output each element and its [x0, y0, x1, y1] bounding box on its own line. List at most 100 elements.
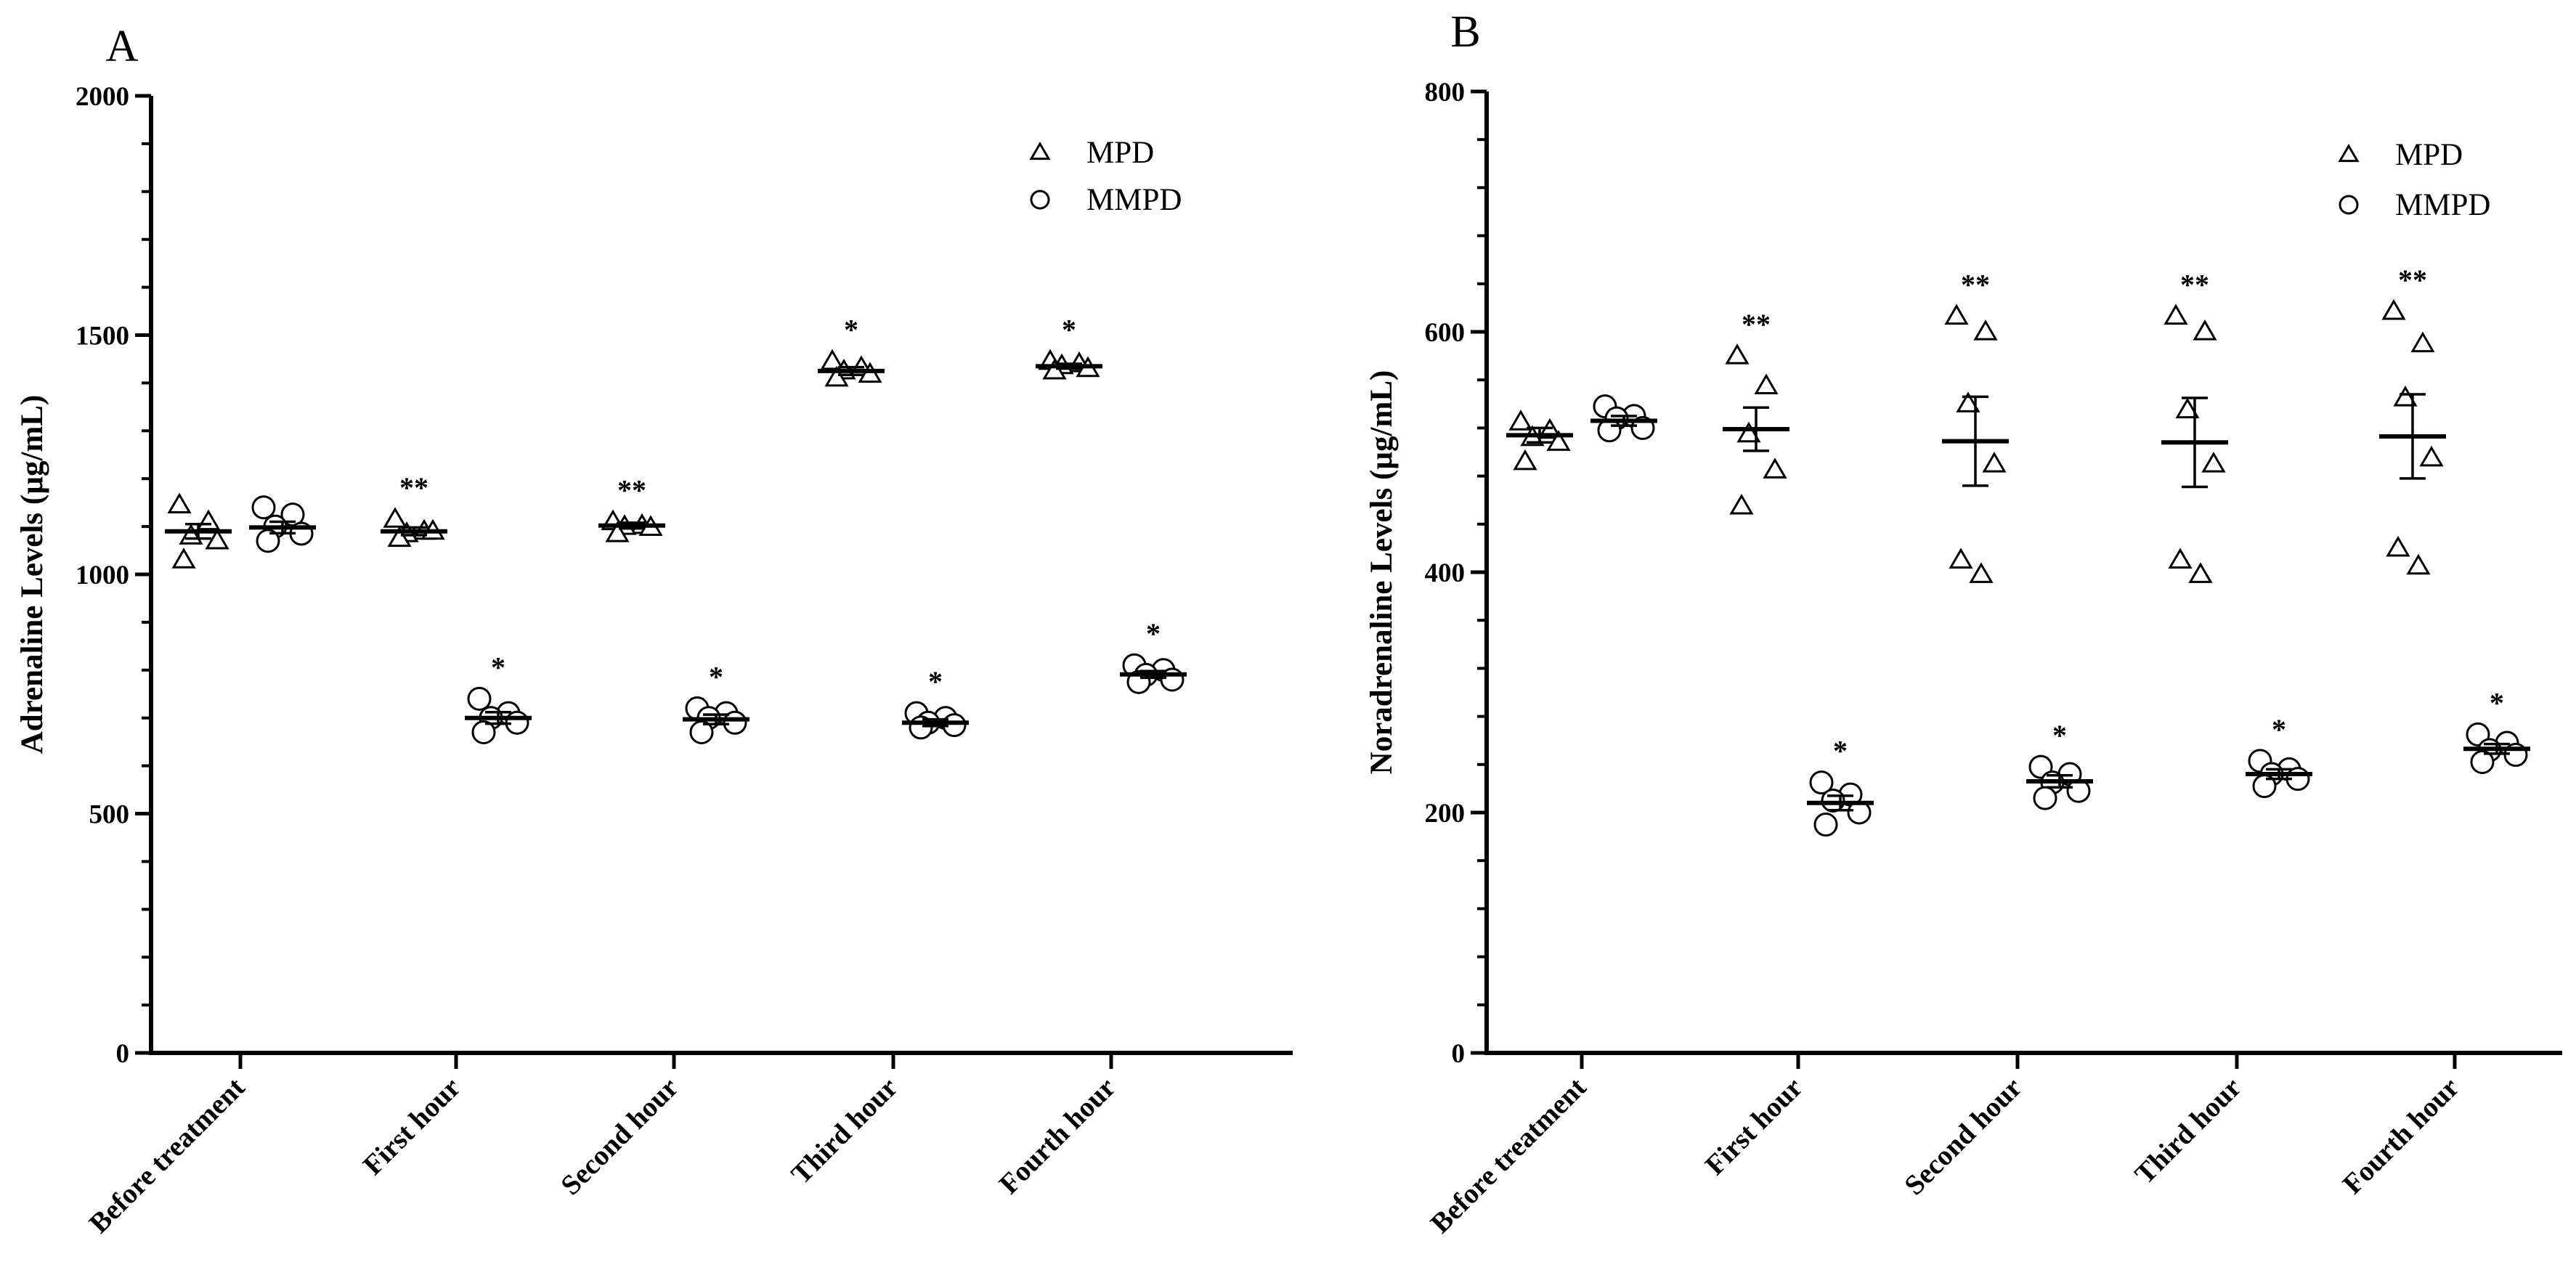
data-point-triangle: [205, 528, 229, 550]
data-point-triangle: [2406, 553, 2431, 575]
x-category-label: Before treatment: [84, 1072, 251, 1240]
legend-marker-circle: [1030, 190, 1050, 210]
mpd-group: *: [818, 314, 885, 387]
data-point-triangle: [2175, 397, 2200, 419]
legend-label: MPD: [2395, 138, 2463, 172]
panel-letter: B: [1450, 7, 1480, 57]
significance-marker: **: [1742, 308, 1771, 341]
mpd-group: **: [381, 471, 447, 548]
data-point-circle: [471, 720, 496, 744]
y-tick-label: 1500: [76, 322, 129, 351]
data-point-triangle: [2419, 445, 2444, 467]
data-point-circle: [251, 495, 276, 520]
data-point-triangle: [1982, 452, 2007, 473]
significance-marker: **: [617, 474, 646, 507]
y-tick-label: 200: [1425, 799, 1466, 829]
significance-marker: **: [2180, 268, 2209, 301]
mpd-group: **: [2161, 268, 2228, 583]
data-point-triangle: [1513, 449, 1537, 471]
data-point-triangle: [1944, 304, 1969, 325]
data-point-triangle: [2410, 331, 2435, 353]
data-point-triangle: [383, 507, 407, 528]
data-point-triangle: [167, 492, 192, 514]
y-tick-label: 1000: [76, 561, 129, 590]
legend-entry: MMPD: [2339, 188, 2490, 222]
x-category-label: First hour: [1699, 1072, 1809, 1181]
significance-marker: *: [709, 661, 723, 693]
y-tick-label: 2000: [76, 82, 129, 112]
x-category-label: Third hour: [2129, 1072, 2247, 1190]
x-category-label: Second hour: [1898, 1072, 2028, 1201]
mmpd-group: *: [465, 651, 532, 744]
data-point-triangle: [2188, 562, 2213, 583]
y-axis-title: Noradrenaline Levels (µg/mL): [1365, 370, 1399, 775]
data-point-circle: [1809, 770, 1834, 795]
data-point-triangle: [1754, 373, 1779, 395]
mmpd-group: *: [2246, 713, 2312, 799]
mmpd-group: [249, 495, 316, 553]
data-point-circle: [2033, 786, 2057, 810]
mpd-group: **: [1942, 268, 2009, 583]
data-point-triangle: [2381, 298, 2406, 320]
mmpd-group: [1590, 394, 1657, 443]
significance-marker: *: [2052, 719, 2067, 752]
legend-entry: MPD: [2338, 138, 2463, 172]
y-tick-label: 400: [1425, 558, 1466, 588]
data-point-triangle: [196, 509, 221, 531]
legend-marker-triangle: [1029, 142, 1051, 160]
data-point-triangle: [824, 365, 849, 387]
data-point-triangle: [2393, 386, 2418, 407]
data-point-triangle: [2168, 548, 2193, 569]
data-point-triangle: [2386, 535, 2410, 557]
data-point-triangle: [820, 349, 845, 370]
y-tick-label: 500: [89, 800, 130, 830]
mpd-group: [165, 492, 232, 569]
data-point-triangle: [387, 526, 412, 548]
significance-marker: **: [2398, 264, 2427, 296]
data-point-circle: [467, 686, 492, 711]
significance-marker: *: [928, 665, 943, 698]
significance-marker: *: [491, 651, 505, 683]
x-category-label: First hour: [357, 1072, 467, 1181]
panel-letter: A: [106, 22, 139, 71]
data-point-triangle: [1949, 548, 1973, 569]
mpd-group: **: [2379, 264, 2446, 575]
data-point-triangle: [1508, 410, 1533, 431]
mmpd-group: *: [683, 661, 749, 744]
data-point-triangle: [1725, 343, 1750, 365]
data-point-triangle: [1736, 421, 1761, 443]
data-point-triangle: [171, 548, 196, 569]
significance-marker: *: [1833, 735, 1848, 768]
y-tick-label: 600: [1425, 318, 1466, 348]
data-point-triangle: [1973, 320, 1998, 341]
significance-marker: *: [1146, 617, 1161, 650]
data-point-triangle: [1546, 430, 1571, 451]
mpd-group: **: [1723, 308, 1789, 515]
data-point-triangle: [605, 521, 630, 542]
x-category-label: Second hour: [555, 1072, 684, 1201]
data-point-triangle: [2201, 452, 2226, 473]
data-point-triangle: [1969, 562, 1994, 583]
panel-a: A 0 500 1000 1500 2000 Adrenaline Levels (µg/m…: [15, 22, 1293, 1240]
data-point-triangle: [2193, 320, 2217, 341]
significance-marker: *: [844, 314, 858, 346]
x-category-label: Before treatment: [1425, 1072, 1593, 1240]
legend-marker-circle: [2339, 195, 2359, 215]
y-tick-label: 800: [1425, 78, 1466, 107]
data-point-circle: [256, 529, 280, 553]
significance-marker: **: [1961, 268, 1990, 301]
data-point-triangle: [1729, 493, 1754, 515]
legend-label: MPD: [1086, 136, 1154, 170]
legend-entry: MPD: [1029, 136, 1154, 170]
y-tick-label: 0: [1452, 1039, 1466, 1069]
significance-marker: *: [2490, 686, 2504, 719]
data-point-triangle: [2163, 304, 2188, 325]
mmpd-group: *: [1120, 617, 1187, 694]
mpd-group: **: [598, 474, 665, 542]
x-category-label: Fourth hour: [994, 1072, 1122, 1200]
mmpd-group: *: [2026, 719, 2093, 810]
y-axis-title: Adrenaline Levels (µg/mL): [15, 395, 49, 754]
x-category-label: Fourth hour: [2337, 1072, 2466, 1200]
panel-b: B 0 200 400 600 800 Noradrenaline Levels (µg/m…: [1365, 7, 2562, 1240]
